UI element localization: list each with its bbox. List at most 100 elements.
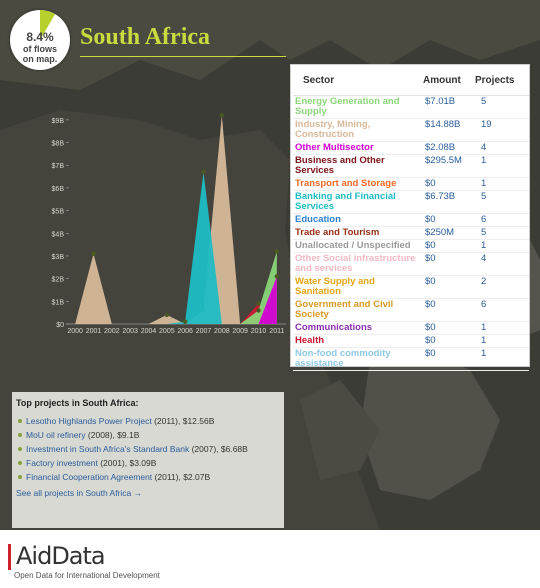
sector-name: Energy Generation and Supply xyxy=(293,95,423,119)
top-projects-heading: Top projects in South Africa: xyxy=(16,398,139,408)
project-item: Investment in South Africa's Standard Ba… xyxy=(16,442,280,456)
badge-label-line1: of flows xyxy=(23,44,57,54)
sector-projects: 6 xyxy=(475,213,529,227)
logo-mark xyxy=(8,544,11,570)
y-tick-label: $9B xyxy=(52,118,65,125)
sector-name: Transport and Storage xyxy=(293,177,423,191)
sector-row[interactable]: Other Social infrastructure and services… xyxy=(293,252,529,276)
flows-pie-icon xyxy=(40,10,56,40)
sector-projects: 1 xyxy=(475,154,529,178)
sector-projects: 1 xyxy=(475,334,529,348)
y-tick-label: $6B xyxy=(52,186,65,193)
sector-row[interactable]: Banking and Financial Services $6.73B 5 xyxy=(293,190,529,214)
project-detail: (2007), $6.68B xyxy=(191,444,248,454)
sector-row[interactable]: Trade and Tourism $250M 5 xyxy=(293,226,529,240)
aiddata-logo[interactable]: AidData xyxy=(8,542,108,570)
bullet-icon xyxy=(18,475,22,479)
sector-projects: 4 xyxy=(475,141,529,155)
sector-name: Health xyxy=(293,334,423,348)
sector-row[interactable]: Energy Generation and Supply $7.01B 5 xyxy=(293,95,529,119)
sector-projects: 1 xyxy=(475,347,529,371)
map-background[interactable]: 8.4% of flows on map. South Africa $0 $1B… xyxy=(0,0,540,530)
sector-row[interactable]: Water Supply and Sanitation $0 2 xyxy=(293,275,529,299)
data-point[interactable] xyxy=(201,169,206,175)
project-detail: (2001), $3.09B xyxy=(100,458,157,468)
project-link[interactable]: MoU oil refinery xyxy=(26,430,86,440)
sector-row[interactable]: Education $0 6 xyxy=(293,213,529,227)
flows-pie-slice xyxy=(40,10,56,40)
sector-amount: $0 xyxy=(423,252,475,276)
data-point[interactable] xyxy=(256,308,261,313)
sector-name: Government and Civil Society xyxy=(293,298,423,322)
project-item: Financial Cooperation Agreement (2011), … xyxy=(16,470,280,484)
sector-table-header: Sector Amount Projects xyxy=(293,67,529,96)
project-item: MoU oil refinery (2008), $9.1B xyxy=(16,428,280,442)
data-point[interactable] xyxy=(274,274,280,279)
y-tick-label: $2B xyxy=(52,277,65,284)
sector-amount: $0 xyxy=(423,347,475,371)
data-point[interactable] xyxy=(256,301,261,306)
sector-row[interactable]: Non-food commodity assistance $0 1 xyxy=(293,347,529,371)
sector-amount: $250M xyxy=(423,226,475,240)
y-tick-label: $7B xyxy=(52,163,65,170)
x-tick-label: 2002 xyxy=(104,328,120,335)
sector-row[interactable]: Other Multisector $2.08B 4 xyxy=(293,141,529,155)
sector-row[interactable]: Transport and Storage $0 1 xyxy=(293,177,529,191)
sector-amount: $0 xyxy=(423,177,475,191)
bullet-icon xyxy=(18,419,22,423)
sector-row[interactable]: Business and Other Services $295.5M 1 xyxy=(293,154,529,178)
data-point[interactable] xyxy=(91,251,96,256)
x-tick-label: 2011 xyxy=(269,328,284,335)
tagline: Open Data for International Development xyxy=(14,571,160,580)
header-projects: Projects xyxy=(475,67,529,96)
project-link[interactable]: Factory investment xyxy=(26,458,98,468)
x-tick-label: 2009 xyxy=(232,328,248,335)
sector-projects: 19 xyxy=(475,118,529,142)
sector-amount: $0 xyxy=(423,239,475,253)
sector-projects: 1 xyxy=(475,239,529,253)
sector-name: Water Supply and Sanitation xyxy=(293,275,423,299)
see-all-projects-link[interactable]: See all projects in South Africa → xyxy=(16,488,143,498)
sector-name: Business and Other Services xyxy=(293,154,423,178)
data-point[interactable] xyxy=(219,113,225,118)
sector-amount: $0 xyxy=(423,321,475,335)
sector-name: Other Social infrastructure and services xyxy=(293,252,423,276)
series-area-0[interactable] xyxy=(75,115,277,324)
sector-name: Industry, Mining, Construction xyxy=(293,118,423,142)
sector-row[interactable]: Industry, Mining, Construction $14.88B 19 xyxy=(293,118,529,142)
sector-amount: $6.73B xyxy=(423,190,475,214)
project-item: Lesotho Highlands Power Project (2011), … xyxy=(16,414,280,428)
badge-label-line2: on map. xyxy=(22,54,58,64)
project-link[interactable]: Investment in South Africa's Standard Ba… xyxy=(26,444,190,454)
x-tick-label: 2000 xyxy=(67,328,83,335)
sector-projects: 1 xyxy=(475,177,529,191)
sector-row[interactable]: Government and Civil Society $0 6 xyxy=(293,298,529,322)
sector-row[interactable]: Communications $0 1 xyxy=(293,321,529,335)
x-tick-label: 2001 xyxy=(86,328,102,335)
y-tick-label: $0 xyxy=(56,322,64,329)
sector-amount: $2.08B xyxy=(423,141,475,155)
flows-on-map-badge: 8.4% of flows on map. xyxy=(10,10,70,70)
data-point[interactable] xyxy=(182,319,188,324)
data-point[interactable] xyxy=(274,249,280,254)
top-projects-panel: Top projects in South Africa: Lesotho Hi… xyxy=(12,392,284,528)
project-link[interactable]: Financial Cooperation Agreement xyxy=(26,472,153,482)
sector-row[interactable]: Health $0 1 xyxy=(293,334,529,348)
project-detail: (2011), $12.56B xyxy=(154,416,215,426)
sector-amount: $0 xyxy=(423,213,475,227)
sector-name: Banking and Financial Services xyxy=(293,190,423,214)
y-tick-label: $3B xyxy=(52,254,65,261)
top-projects-list: Lesotho Highlands Power Project (2011), … xyxy=(16,414,280,484)
bullet-icon xyxy=(18,447,22,451)
bullet-icon xyxy=(18,433,22,437)
sector-amount: $0 xyxy=(423,334,475,348)
x-tick-label: 2006 xyxy=(177,328,193,335)
x-tick-label: 2007 xyxy=(196,328,212,335)
logo-text: AidData xyxy=(16,542,106,570)
sector-row[interactable]: Unallocated / Unspecified $0 1 xyxy=(293,239,529,253)
series-area-3[interactable] xyxy=(75,251,277,324)
project-link[interactable]: Lesotho Highlands Power Project xyxy=(26,416,152,426)
data-point[interactable] xyxy=(164,312,170,318)
sector-projects: 5 xyxy=(475,226,529,240)
